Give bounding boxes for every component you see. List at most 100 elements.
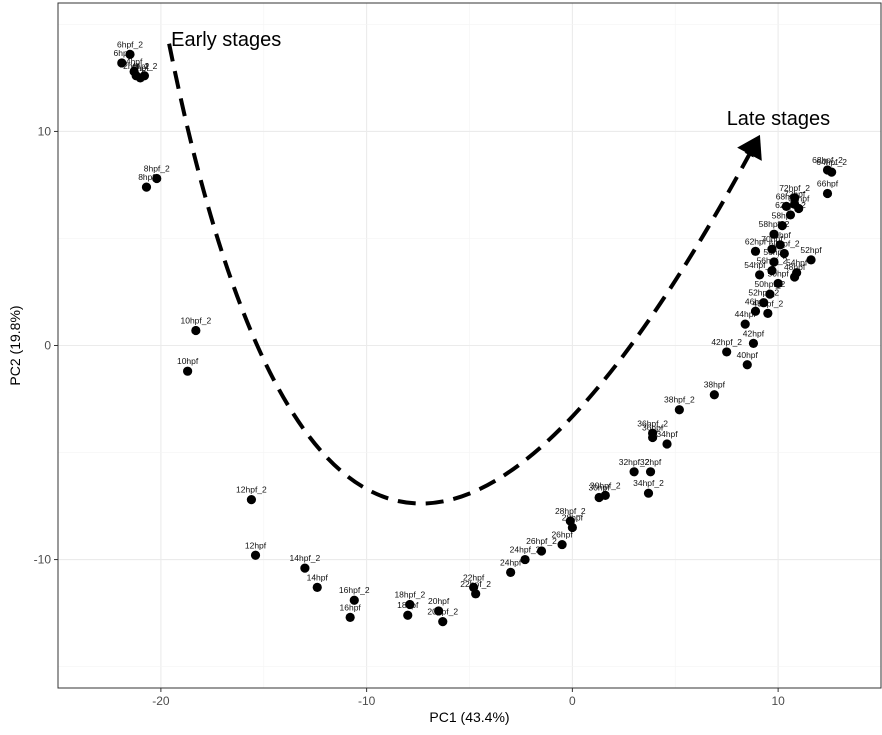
stage-annotation: Early stages: [171, 29, 281, 51]
data-point: [794, 203, 804, 214]
data-point: [345, 612, 355, 622]
point-label: 10hpf: [177, 356, 199, 366]
data-point: [300, 563, 310, 573]
data-point: [438, 617, 448, 627]
data-point: [152, 173, 162, 184]
x-tick-label: 0: [569, 694, 576, 708]
point-label: 54hpf_2: [744, 260, 775, 270]
data-point: [765, 289, 775, 299]
point-label: 8hpf_2: [144, 164, 170, 174]
point-label: 52hpf_2: [748, 288, 779, 298]
point-label: 40hpf: [737, 350, 759, 360]
point-label: 8hpf: [138, 172, 155, 182]
data-point: [755, 270, 765, 280]
data-point: [520, 554, 530, 565]
data-point: [792, 268, 802, 278]
data-point: [648, 432, 658, 443]
data-point: [709, 390, 719, 400]
x-tick-label: -20: [152, 694, 170, 708]
point-label: 14hpf: [307, 572, 329, 582]
point-label: 44hpf: [735, 309, 757, 319]
data-point: [600, 490, 610, 500]
data-point: [643, 488, 654, 498]
data-point: [748, 338, 759, 348]
point-label: 36hpf: [642, 423, 664, 433]
data-point: [806, 255, 816, 265]
point-label: 14hpf_2: [290, 553, 321, 563]
data-point: [779, 248, 789, 259]
point-label: 30hpf_2: [590, 480, 621, 490]
data-point: [759, 298, 769, 308]
point-label: 16hpf_2: [339, 585, 370, 595]
data-point: [769, 257, 779, 267]
point-label: 16hpf: [340, 602, 362, 612]
point-label: 24hpf_2: [510, 545, 541, 555]
y-tick-label: 0: [44, 339, 51, 353]
point-label: 72hpf_2: [779, 183, 810, 193]
point-label: 28hpf_2: [555, 506, 586, 516]
data-point: [183, 366, 193, 376]
point-label: 24hpf: [500, 557, 522, 567]
data-point: [131, 71, 141, 81]
data-point: [773, 278, 783, 289]
data-point: [827, 167, 837, 177]
point-label: 66hpf: [817, 179, 839, 189]
point-label: 68hpf: [776, 191, 798, 201]
point-label: 42hpf_2: [711, 337, 742, 347]
point-label: 62hpf: [745, 236, 767, 246]
point-label: 36hpf_2: [637, 418, 668, 428]
point-label: 46hpf: [745, 296, 767, 306]
axes: -20 -10 0 10 -10 0 10: [34, 124, 785, 708]
point-label: 54hpf: [786, 258, 808, 268]
data-point: [775, 240, 785, 250]
data-point: [250, 550, 261, 560]
arrowhead-icon: [737, 134, 762, 161]
data-point: [822, 188, 833, 199]
point-label: 2hpf_2: [123, 61, 149, 71]
annotations: Early stages Late stages: [171, 29, 830, 161]
y-tick-label: 10: [38, 124, 52, 138]
x-tick-label: -10: [358, 694, 376, 708]
point-label: 6hpf: [114, 48, 131, 58]
data-point: [117, 58, 127, 68]
point-label: 26hpf: [551, 530, 573, 540]
data-point: [536, 546, 547, 556]
data-point: [246, 495, 257, 505]
y-axis-title: PC2 (19.8%): [7, 305, 23, 385]
point-label: 34hpf: [656, 429, 678, 439]
data-point: [471, 589, 481, 599]
point-label: 22hpf: [463, 572, 485, 582]
point-label: 38hpf: [704, 380, 726, 390]
point-label: 32hpf: [640, 457, 662, 467]
data-point: [567, 522, 577, 533]
data-point: [742, 360, 752, 370]
point-label: 60hpf: [770, 230, 792, 240]
point-label: 12hpf_2: [236, 485, 267, 495]
point-label: 50hpf_2: [755, 279, 786, 289]
point-label: 70hpf: [761, 234, 783, 244]
data-point: [645, 467, 656, 477]
point-label: 58hpf_2: [759, 219, 790, 229]
data-point: [403, 610, 413, 620]
data-point: [506, 567, 516, 578]
data-point: [557, 539, 567, 550]
data-point: [312, 582, 322, 592]
data-points: [117, 49, 837, 627]
data-point: [769, 229, 779, 239]
data-point: [767, 265, 777, 276]
data-point: [785, 210, 796, 220]
y-tick-label: -10: [34, 553, 52, 567]
trend-arrow: [167, 43, 754, 506]
point-label: 64hpf_2: [816, 157, 847, 167]
data-point: [750, 246, 761, 256]
point-label: 10hpf_2: [180, 316, 211, 326]
point-label: 4hpf_2: [131, 61, 157, 71]
data-point: [125, 49, 135, 59]
data-point: [781, 201, 791, 211]
data-point: [789, 193, 800, 203]
data-point: [767, 244, 777, 254]
point-label: 18hpf_2: [394, 590, 425, 600]
point-label: 20hpf: [428, 596, 450, 606]
